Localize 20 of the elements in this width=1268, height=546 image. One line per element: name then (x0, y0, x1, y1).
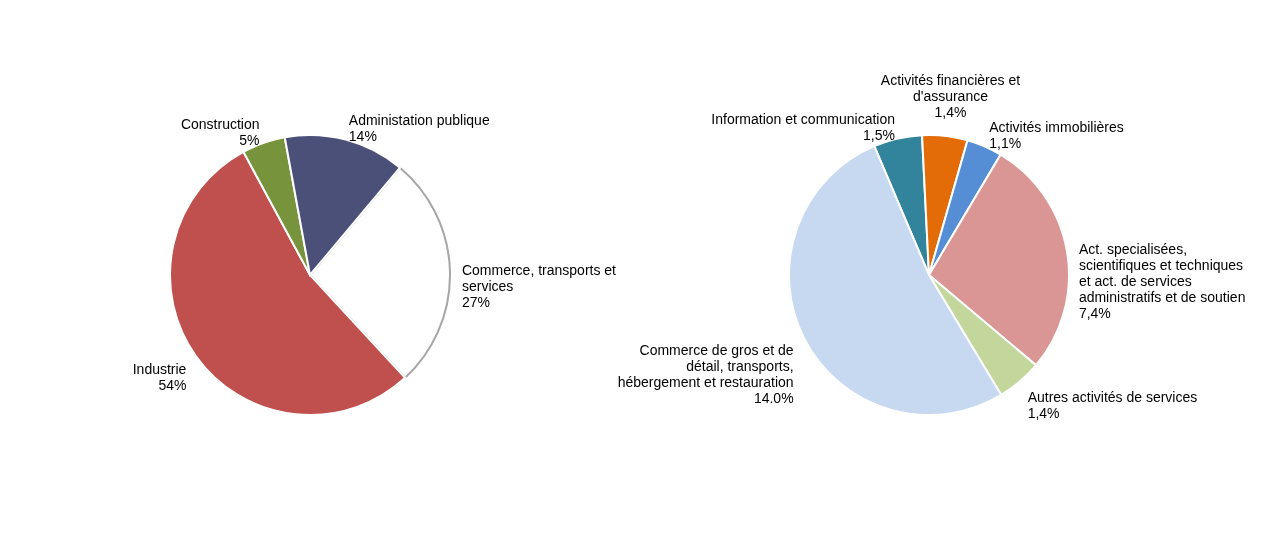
data-label: 14% (348, 128, 377, 145)
slice-label: Activités financières et d'assurance (880, 72, 1021, 105)
slice-label: Act. specialisées, scientifiques et techniques et act. de services administratifs et de soutien (1078, 240, 1246, 305)
data-label: 7,4% (1078, 304, 1111, 321)
data-label: 1,4% (1027, 404, 1060, 421)
slice-label: Activités immobilières (989, 119, 1124, 136)
slice-label: Information et communication (711, 110, 895, 127)
data-label: 54% (158, 377, 187, 394)
data-label: 1,1% (989, 135, 1022, 152)
data-label: 1,4% (934, 104, 967, 121)
slice-label: Administation publique (348, 112, 490, 129)
slice-label: Construction (180, 115, 260, 132)
slice-label: Industrie (132, 361, 187, 378)
data-label: 5% (239, 131, 260, 148)
data-label: 14.0% (753, 390, 794, 407)
slice-label: Commerce, transports et services (461, 262, 617, 295)
slice-label: Commerce de gros et de détail, transports, hébergement et restauration (617, 342, 794, 391)
data-label: 27% (461, 294, 490, 311)
slice-label: Autres activités de services (1027, 388, 1198, 405)
data-label: 1,5% (863, 126, 895, 143)
